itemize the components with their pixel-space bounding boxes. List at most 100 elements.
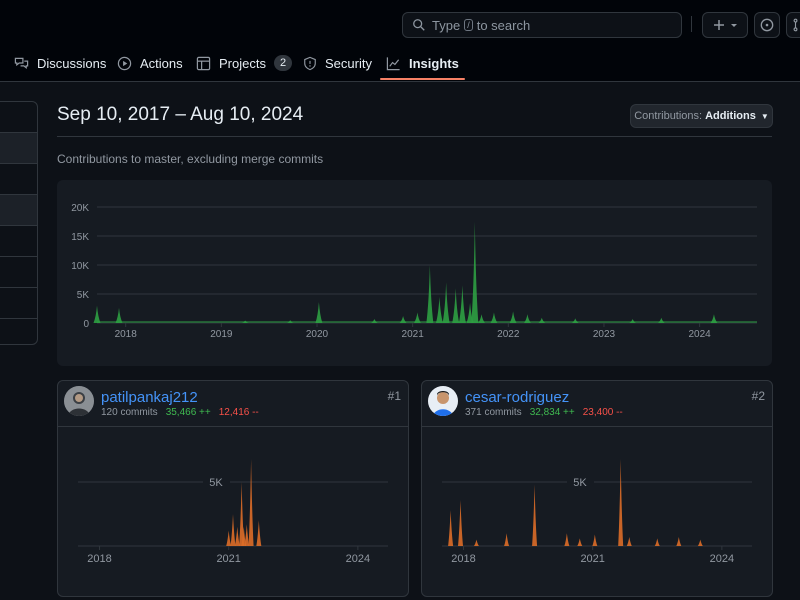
side-menu-item[interactable] xyxy=(0,102,37,133)
tab-projects[interactable]: Projects 2 xyxy=(196,48,293,78)
data-spike xyxy=(523,314,531,323)
side-menu-item[interactable] xyxy=(0,226,37,257)
side-menu-item[interactable] xyxy=(0,257,37,288)
data-spike xyxy=(239,482,245,546)
git-pull-request-icon xyxy=(793,18,798,32)
y-tick-label: 0 xyxy=(83,319,89,330)
side-menu-item[interactable] xyxy=(0,133,37,164)
search-placeholder-before: Type xyxy=(432,17,461,33)
tab-actions[interactable]: Actions xyxy=(117,48,183,78)
data-spike xyxy=(490,312,498,323)
graph-icon xyxy=(386,56,400,70)
data-spike xyxy=(256,520,262,546)
triangle-down-icon: ▼ xyxy=(760,111,769,121)
contributor-username-link[interactable]: cesar-rodriguez xyxy=(465,389,570,406)
issues-button[interactable] xyxy=(754,12,780,38)
x-tick-label: 2022 xyxy=(497,329,520,340)
play-icon xyxy=(117,56,132,70)
data-spike xyxy=(286,320,294,323)
contributions-value: Additions xyxy=(705,110,756,122)
data-spike xyxy=(426,265,434,323)
data-spike xyxy=(478,314,486,323)
additions-count: 32,834 ++ xyxy=(529,407,575,418)
commit-count[interactable]: 371 commits xyxy=(465,407,522,418)
data-spike xyxy=(248,458,254,546)
plus-icon xyxy=(714,20,737,30)
tab-label: Insights xyxy=(409,55,459,71)
contributions-label: Contributions: xyxy=(634,110,703,122)
data-spike xyxy=(413,312,421,323)
data-spike xyxy=(442,282,450,323)
x-tick-label: 2023 xyxy=(593,329,616,340)
x-tick-label: 2019 xyxy=(210,329,233,340)
commit-count[interactable]: 120 commits xyxy=(101,407,158,418)
data-spike xyxy=(710,314,718,323)
avatar[interactable] xyxy=(428,386,458,416)
side-menu-item[interactable] xyxy=(0,195,37,226)
contributor-rank: #1 xyxy=(387,389,401,403)
tab-label: Actions xyxy=(140,55,183,71)
side-menu-item[interactable] xyxy=(0,164,37,195)
x-tick-label: 2021 xyxy=(402,329,425,340)
contributor-card: cesar-rodriguez 371 commits 32,834 ++ 23,4… xyxy=(421,380,773,597)
y-tick-label: 20K xyxy=(71,203,89,214)
tab-insights[interactable]: Insights xyxy=(380,48,465,80)
tab-label: Projects xyxy=(219,55,266,71)
contributor-username-link[interactable]: patilpankaj212 xyxy=(101,389,198,406)
data-spike xyxy=(504,533,510,546)
data-spike xyxy=(538,317,546,323)
tab-security[interactable]: Security xyxy=(303,48,372,78)
contributor-rank: #2 xyxy=(751,389,765,403)
avatar[interactable] xyxy=(64,386,94,416)
data-spike xyxy=(618,458,624,546)
pull-requests-button[interactable] xyxy=(786,12,800,38)
contributor-chart-svg[interactable]: 5K 2018 2021 2024 xyxy=(58,427,408,596)
data-spike xyxy=(435,296,443,323)
data-spike xyxy=(532,484,538,546)
data-spike xyxy=(473,539,479,546)
contributor-chart-svg[interactable]: 5K 2018 2021 2024 xyxy=(422,427,772,596)
data-spike xyxy=(592,534,598,546)
repo-nav: Discussions Actions Projects 2 Security … xyxy=(0,48,800,82)
data-spike xyxy=(471,221,479,323)
contributor-card: patilpankaj212 120 commits 35,466 ++ 12,41… xyxy=(57,380,409,597)
data-spike xyxy=(234,526,240,546)
x-tick-label: 2024 xyxy=(710,553,734,565)
x-tick-label: 2018 xyxy=(115,329,138,340)
tab-discussions[interactable]: Discussions xyxy=(14,48,106,78)
side-menu-item[interactable] xyxy=(0,319,37,344)
search-placeholder-after: to search xyxy=(476,17,531,33)
projects-count-badge: 2 xyxy=(273,55,293,71)
create-new-button[interactable] xyxy=(702,12,748,38)
main-chart-svg[interactable]: 20K 15K 10K 5K 0 2018 2019 2020 2021 2022 2023 2024 xyxy=(57,180,772,366)
additions-count: 35,466 ++ xyxy=(165,407,211,418)
contributor-card-header: patilpankaj212 120 commits 35,466 ++ 12,41… xyxy=(58,381,408,427)
data-spike xyxy=(657,317,665,323)
data-spike xyxy=(509,311,517,323)
search-shortcut-key: / xyxy=(464,19,473,31)
y-tick-label: 10K xyxy=(71,261,89,272)
data-spike xyxy=(571,318,579,323)
data-spike xyxy=(564,533,570,546)
side-menu-item[interactable] xyxy=(0,288,37,319)
data-spike xyxy=(577,538,583,546)
data-spike xyxy=(399,316,407,323)
main-contributions-chart: 20K 15K 10K 5K 0 2018 2019 2020 2021 2022 2023 2024 xyxy=(57,180,772,366)
chart-subtitle: Contributions to master, excluding merge… xyxy=(57,152,324,166)
x-tick-label: 2021 xyxy=(580,553,604,565)
title-divider xyxy=(57,136,772,137)
x-tick-label: 2020 xyxy=(306,329,329,340)
contributions-type-dropdown[interactable]: Contributions: Additions ▼ xyxy=(630,104,773,128)
date-range-title: Sep 10, 2017 – Aug 10, 2024 xyxy=(57,104,304,125)
data-spike xyxy=(370,318,378,323)
shield-icon xyxy=(304,56,316,70)
search-input[interactable]: Type / to search xyxy=(402,12,682,38)
data-spike xyxy=(93,305,101,323)
data-spike xyxy=(676,537,682,546)
data-spike xyxy=(448,510,454,546)
data-spike xyxy=(315,302,323,323)
deletions-count: 12,416 -- xyxy=(218,407,259,418)
contributor-stats: 120 commits 35,466 ++ 12,416 -- xyxy=(101,407,259,418)
data-spike xyxy=(452,288,460,323)
header-divider xyxy=(691,16,692,32)
